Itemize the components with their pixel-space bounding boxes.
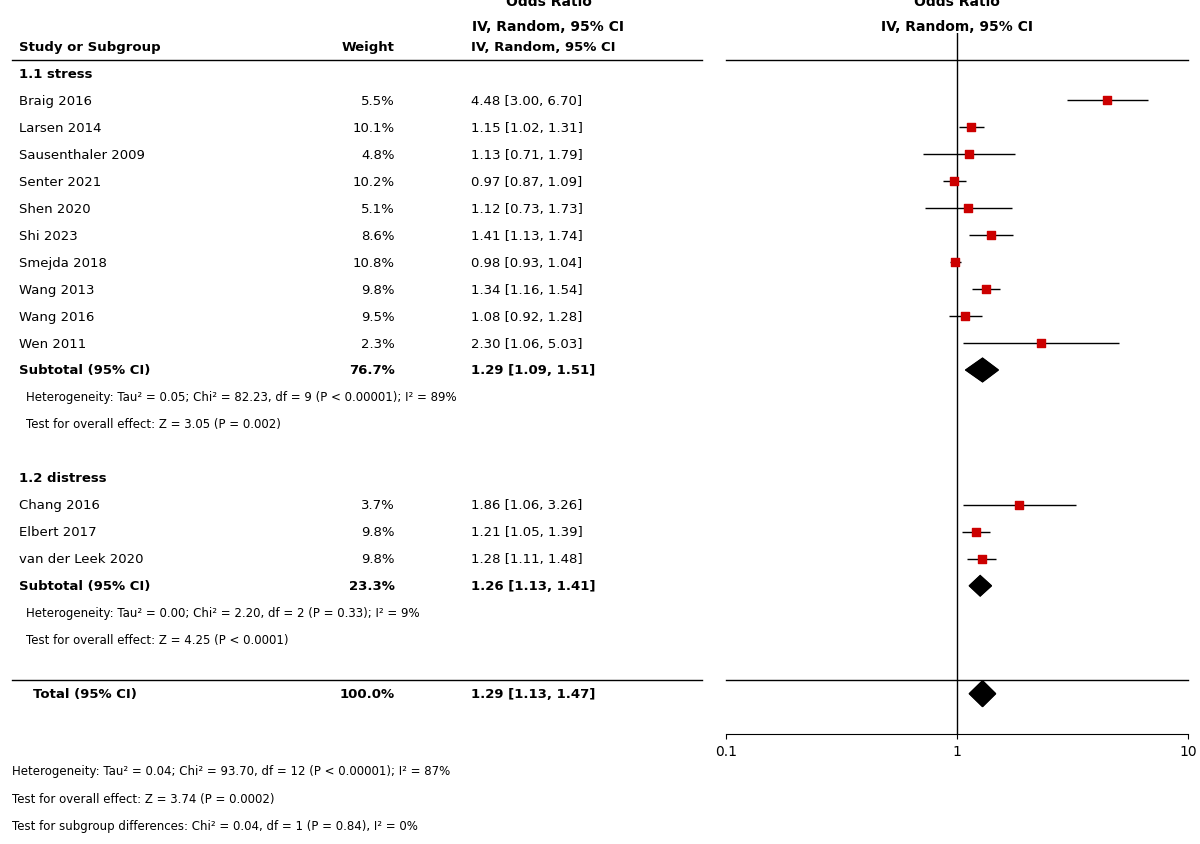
Text: 1.29 [1.13, 1.47]: 1.29 [1.13, 1.47] <box>470 687 595 701</box>
Text: IV, Random, 95% CI: IV, Random, 95% CI <box>470 41 616 54</box>
Text: 9.8%: 9.8% <box>361 526 395 538</box>
Text: 1.86 [1.06, 3.26]: 1.86 [1.06, 3.26] <box>470 499 582 511</box>
Text: Heterogeneity: Tau² = 0.04; Chi² = 93.70, df = 12 (P < 0.00001); I² = 87%: Heterogeneity: Tau² = 0.04; Chi² = 93.70… <box>12 764 450 776</box>
Text: 10.2%: 10.2% <box>353 176 395 188</box>
Text: 1.41 [1.13, 1.74]: 1.41 [1.13, 1.74] <box>470 230 583 242</box>
Text: Smejda 2018: Smejda 2018 <box>19 257 107 269</box>
Point <box>960 149 979 162</box>
Text: 10.1%: 10.1% <box>353 122 395 134</box>
Text: Heterogeneity: Tau² = 0.05; Chi² = 82.23, df = 9 (P < 0.00001); I² = 89%: Heterogeneity: Tau² = 0.05; Chi² = 82.23… <box>26 391 456 404</box>
Text: 2.30 [1.06, 5.03]: 2.30 [1.06, 5.03] <box>470 337 582 350</box>
Text: Study or Subgroup: Study or Subgroup <box>19 41 161 54</box>
Text: 1.12 [0.73, 1.73]: 1.12 [0.73, 1.73] <box>470 203 583 215</box>
Text: 9.5%: 9.5% <box>361 311 395 323</box>
Text: 4.48 [3.00, 6.70]: 4.48 [3.00, 6.70] <box>470 95 582 108</box>
Point <box>961 122 980 135</box>
Point <box>982 229 1001 242</box>
Text: Weight: Weight <box>342 41 395 54</box>
Text: 1.28 [1.11, 1.48]: 1.28 [1.11, 1.48] <box>470 553 582 565</box>
Text: IV, Random, 95% CI: IV, Random, 95% CI <box>881 19 1033 34</box>
Text: Chang 2016: Chang 2016 <box>19 499 100 511</box>
Polygon shape <box>970 681 996 706</box>
Text: 2.3%: 2.3% <box>361 337 395 350</box>
Text: Wen 2011: Wen 2011 <box>19 337 86 350</box>
Text: Subtotal (95% CI): Subtotal (95% CI) <box>19 364 150 377</box>
Text: 9.8%: 9.8% <box>361 553 395 565</box>
Text: Subtotal (95% CI): Subtotal (95% CI) <box>19 580 150 592</box>
Point <box>966 526 985 539</box>
Text: Elbert 2017: Elbert 2017 <box>19 526 96 538</box>
Text: Odds Ratio: Odds Ratio <box>505 0 592 9</box>
Text: 4.8%: 4.8% <box>361 149 395 161</box>
Text: Wang 2016: Wang 2016 <box>19 311 95 323</box>
Point <box>959 203 978 216</box>
Text: IV, Random, 95% CI: IV, Random, 95% CI <box>473 19 624 34</box>
Text: Test for overall effect: Z = 3.05 (P = 0.002): Test for overall effect: Z = 3.05 (P = 0… <box>26 418 281 431</box>
Text: 23.3%: 23.3% <box>349 580 395 592</box>
Point <box>946 256 965 269</box>
Text: Senter 2021: Senter 2021 <box>19 176 101 188</box>
Text: Sausenthaler 2009: Sausenthaler 2009 <box>19 149 145 161</box>
Point <box>1098 95 1117 108</box>
Polygon shape <box>970 576 991 597</box>
Text: 0.98 [0.93, 1.04]: 0.98 [0.93, 1.04] <box>470 257 582 269</box>
Point <box>977 283 996 296</box>
Text: 1.2 distress: 1.2 distress <box>19 472 107 484</box>
Point <box>944 176 964 189</box>
Text: Test for subgroup differences: Chi² = 0.04, df = 1 (P = 0.84), I² = 0%: Test for subgroup differences: Chi² = 0.… <box>12 819 418 831</box>
Text: 1.15 [1.02, 1.31]: 1.15 [1.02, 1.31] <box>470 122 583 134</box>
Text: van der Leek 2020: van der Leek 2020 <box>19 553 144 565</box>
Text: 0.97 [0.87, 1.09]: 0.97 [0.87, 1.09] <box>470 176 582 188</box>
Point <box>955 310 974 323</box>
Text: 10.8%: 10.8% <box>353 257 395 269</box>
Text: Odds Ratio: Odds Ratio <box>914 0 1000 9</box>
Text: 1.08 [0.92, 1.28]: 1.08 [0.92, 1.28] <box>470 311 582 323</box>
Point <box>1031 337 1050 350</box>
Text: Total (95% CI): Total (95% CI) <box>32 687 137 701</box>
Text: 100.0%: 100.0% <box>340 687 395 701</box>
Text: Wang 2013: Wang 2013 <box>19 284 95 296</box>
Text: Test for overall effect: Z = 4.25 (P < 0.0001): Test for overall effect: Z = 4.25 (P < 0… <box>26 634 288 647</box>
Text: 1.26 [1.13, 1.41]: 1.26 [1.13, 1.41] <box>470 580 595 592</box>
Text: 76.7%: 76.7% <box>349 364 395 377</box>
Text: Larsen 2014: Larsen 2014 <box>19 122 101 134</box>
Point <box>972 552 991 565</box>
Text: Test for overall effect: Z = 3.74 (P = 0.0002): Test for overall effect: Z = 3.74 (P = 0… <box>12 792 275 804</box>
Text: Shi 2023: Shi 2023 <box>19 230 78 242</box>
Point <box>1009 499 1028 512</box>
Text: Shen 2020: Shen 2020 <box>19 203 90 215</box>
Text: 5.5%: 5.5% <box>361 95 395 108</box>
Polygon shape <box>966 359 998 382</box>
Text: 3.7%: 3.7% <box>361 499 395 511</box>
Text: 1.29 [1.09, 1.51]: 1.29 [1.09, 1.51] <box>470 364 595 377</box>
Text: Heterogeneity: Tau² = 0.00; Chi² = 2.20, df = 2 (P = 0.33); I² = 9%: Heterogeneity: Tau² = 0.00; Chi² = 2.20,… <box>26 607 420 619</box>
Text: 5.1%: 5.1% <box>361 203 395 215</box>
Text: 1.13 [0.71, 1.79]: 1.13 [0.71, 1.79] <box>470 149 583 161</box>
Text: Braig 2016: Braig 2016 <box>19 95 92 108</box>
Text: 9.8%: 9.8% <box>361 284 395 296</box>
Text: 1.1 stress: 1.1 stress <box>19 68 92 81</box>
Text: 1.34 [1.16, 1.54]: 1.34 [1.16, 1.54] <box>470 284 582 296</box>
Text: 1.21 [1.05, 1.39]: 1.21 [1.05, 1.39] <box>470 526 583 538</box>
Text: 8.6%: 8.6% <box>361 230 395 242</box>
